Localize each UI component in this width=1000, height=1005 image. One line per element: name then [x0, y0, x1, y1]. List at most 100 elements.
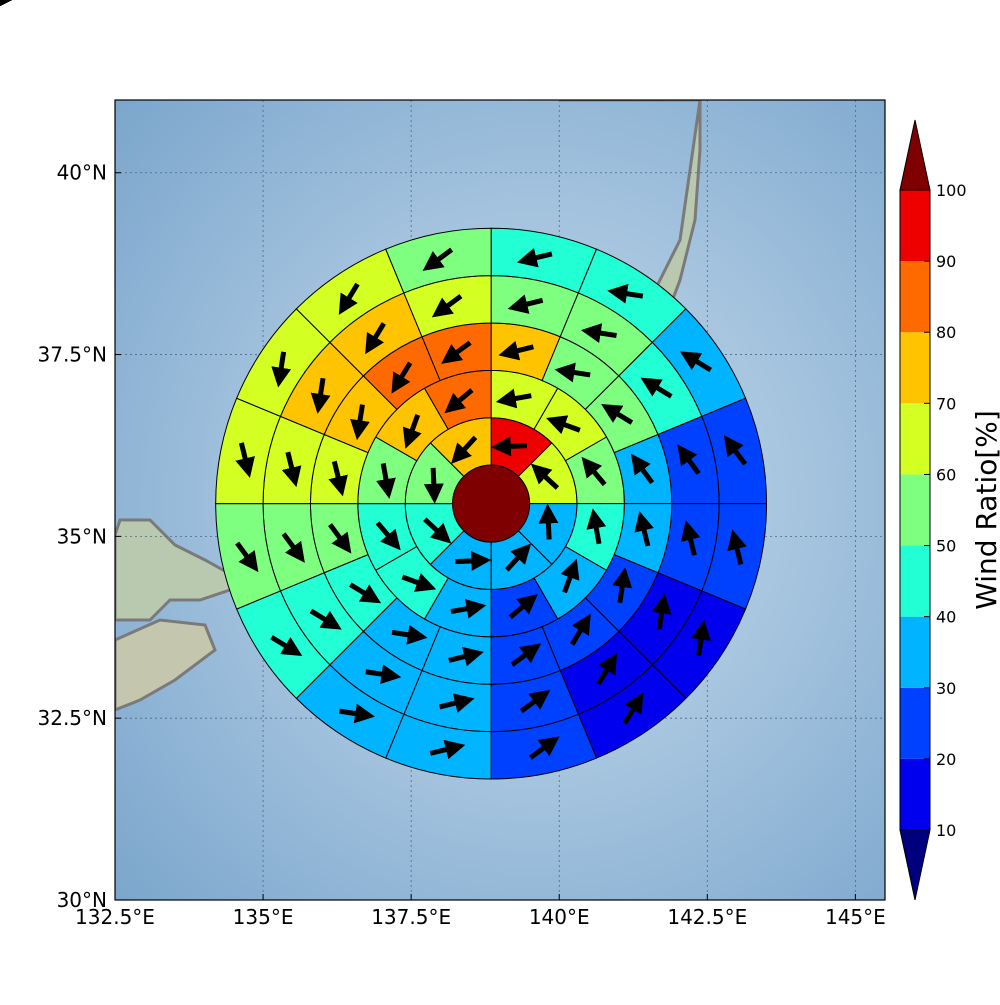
wind-arrow	[339, 703, 375, 724]
wind-arrow	[546, 415, 581, 435]
wind-arrow	[376, 463, 396, 499]
wind-arrow	[423, 517, 452, 544]
wind-arrow	[538, 503, 559, 540]
wind-arrow	[586, 508, 607, 545]
colorbar-tick-label: 90	[936, 252, 956, 271]
wind-arrow	[448, 646, 484, 667]
colorbar-tick-label: 60	[936, 465, 956, 484]
wind-arrow	[271, 351, 292, 388]
wind-arrow	[270, 635, 303, 656]
wind-arrow	[328, 523, 352, 554]
wind-arrow	[612, 567, 633, 604]
wind-arrow	[365, 322, 386, 355]
wind-arrow	[338, 282, 360, 315]
wind-arrow	[423, 467, 444, 504]
colorbar-level	[900, 545, 930, 617]
wind-arrow	[516, 247, 553, 268]
wind-arrow	[235, 541, 259, 573]
wind-arrow	[727, 529, 747, 565]
wind-arrow	[607, 283, 644, 304]
wind-arrow	[530, 463, 560, 490]
wind-arrow	[622, 692, 644, 725]
wind-arrow	[508, 594, 538, 620]
wind-arrow	[581, 456, 607, 487]
wind-arrow	[281, 532, 305, 563]
colorbar-level	[900, 474, 930, 546]
wind-arrows	[235, 247, 748, 760]
colorbar-level	[900, 758, 930, 830]
wind-arrow	[309, 608, 342, 630]
wind-arrow	[634, 510, 654, 547]
wind-arrow	[438, 693, 475, 713]
y-tick-label: 35°N	[57, 524, 107, 548]
colorbar-frame	[899, 189, 931, 831]
colorbar-level	[900, 687, 930, 759]
colorbar-tick-label: 40	[936, 608, 956, 627]
wind-arrow	[490, 436, 528, 457]
wind-arrow	[281, 451, 302, 488]
x-tick-label: 142.5°E	[667, 905, 747, 929]
colorbar-level	[900, 616, 930, 688]
wind-arrow	[328, 460, 348, 497]
wind-arrow	[422, 247, 454, 271]
y-tick-label: 37.5°N	[38, 343, 108, 367]
wind-arrow	[640, 377, 673, 399]
wind-arrow	[723, 435, 748, 466]
wind-arrow	[401, 573, 437, 592]
wind-arrow	[431, 294, 463, 318]
wind-arrow	[519, 689, 551, 714]
x-axis: 132.5°E 135°E 137.5°E 140°E 142.5°E 145°E	[75, 894, 886, 929]
wind-arrow	[441, 340, 472, 364]
colorbar: 10 20 30 40 50 60 70 80 90 100 Wind Ratio[%]	[899, 119, 1000, 901]
y-tick-label: 40°N	[57, 161, 107, 185]
wind-arrow	[680, 520, 701, 556]
colorbar-level	[900, 190, 930, 262]
wind-arrow	[365, 664, 402, 685]
x-tick-label: 140°E	[529, 905, 590, 929]
wind-arrow	[235, 442, 255, 478]
colorbar-level	[900, 332, 930, 404]
colorbar-level	[900, 261, 930, 333]
colorbar-level	[900, 403, 930, 475]
wind-arrow	[569, 613, 591, 646]
x-tick-label: 132.5°E	[75, 905, 155, 929]
colorbar-tick-label: 100	[936, 181, 967, 200]
wind-arrow	[495, 388, 532, 409]
wind-arrow	[691, 619, 711, 656]
land-shikoku-kyushu	[115, 618, 217, 712]
colorbar-tick-label: 50	[936, 537, 956, 556]
wind-arrow	[529, 736, 560, 760]
colorbar-extend-high	[899, 119, 931, 191]
y-tick-label: 32.5°N	[38, 706, 108, 730]
colorbar-tick-label: 30	[936, 679, 956, 698]
wind-arrow	[651, 593, 672, 630]
wind-arrow	[429, 739, 466, 760]
wind-arrow	[349, 582, 382, 604]
y-axis: 30°N 32.5°N 35°N 37.5°N 40°N	[38, 161, 121, 912]
wind-arrow	[350, 404, 370, 441]
colorbar-tick-label: 70	[936, 394, 956, 413]
x-tick-label: 137.5°E	[371, 905, 451, 929]
wind-arrow	[310, 377, 331, 414]
wind-arrow	[444, 388, 474, 414]
wind-arrow	[560, 558, 580, 594]
x-tick-label: 135°E	[233, 905, 294, 929]
plot-frame	[114, 99, 886, 901]
wind-arrow	[504, 543, 532, 572]
wind-arrow	[375, 521, 401, 551]
wind-arrow	[554, 362, 591, 383]
wind-arrow	[391, 624, 428, 645]
wind-arrow	[601, 403, 634, 425]
wind-ratio-rings	[216, 228, 768, 780]
colorbar-extend-low	[899, 829, 931, 901]
wind-arrow	[677, 444, 701, 475]
colorbar-tick-label: 20	[936, 750, 956, 769]
wind-arrow	[498, 340, 534, 361]
wind-arrow	[596, 653, 618, 686]
colorbar-label: Wind Ratio[%]	[970, 410, 1000, 610]
colorbar-tick-label: 10	[936, 821, 956, 840]
wind-arrow	[679, 351, 712, 373]
colorbar-tick-label: 80	[936, 323, 956, 342]
